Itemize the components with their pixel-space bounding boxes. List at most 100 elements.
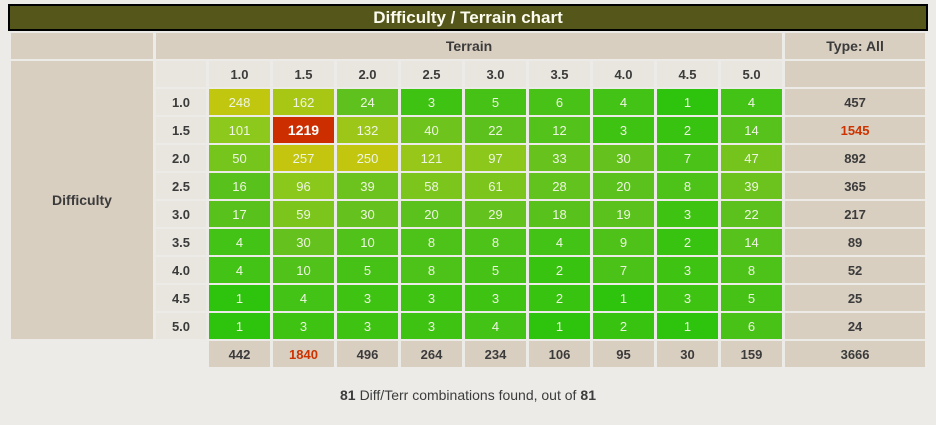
dt-cell-4.5-3.0: 3	[465, 285, 526, 311]
dt-cell-3.0-3.5: 18	[529, 201, 590, 227]
dt-cell-3.5-1.5: 30	[273, 229, 334, 255]
dt-cell-2.5-2.0: 39	[337, 173, 398, 199]
dt-cell-5.0-3.5: 1	[529, 313, 590, 339]
chart-title-bar: Difficulty / Terrain chart	[8, 4, 928, 31]
dt-cell-3.0-2.5: 20	[401, 201, 462, 227]
dt-cell-4.5-5.0: 5	[721, 285, 783, 311]
row-total-4.0: 52	[785, 257, 926, 283]
dt-cell-2.5-1.5: 96	[273, 173, 334, 199]
row-total-1.0: 457	[785, 89, 926, 115]
dt-cell-5.0-2.0: 3	[337, 313, 398, 339]
dt-cell-5.0-5.0: 6	[721, 313, 783, 339]
column-totals-row: 442 1840 496 264 234 106 95 30 159 3666	[11, 341, 926, 367]
dt-cell-2.0-3.5: 33	[529, 145, 590, 171]
dt-cell-3.5-1.0: 4	[209, 229, 270, 255]
combinations-summary: 81 Diff/Terr combinations found, out of 81	[8, 387, 928, 403]
row-total-3.0: 217	[785, 201, 926, 227]
data-row-2.5: 2.5 16 96 39 58 61 28 20 8 39 365	[11, 173, 926, 199]
dt-cell-3.5-3.5: 4	[529, 229, 590, 255]
dt-cell-3.0-4.0: 19	[593, 201, 654, 227]
terrain-header-1.0: 1.0	[209, 61, 270, 87]
possible-count: 81	[580, 387, 596, 403]
dt-cell-2.5-5.0: 39	[721, 173, 783, 199]
dt-cell-4.5-1.0: 1	[209, 285, 270, 311]
type-filter-label: Type: All	[785, 33, 926, 59]
row-total-header-cell	[785, 61, 926, 87]
dt-cell-1.5-3.0: 22	[465, 117, 526, 143]
difficulty-label-3.0: 3.0	[156, 201, 206, 227]
dt-cell-3.0-1.0: 17	[209, 201, 270, 227]
dt-cell-4.5-3.5: 2	[529, 285, 590, 311]
dt-cell-3.5-3.0: 8	[465, 229, 526, 255]
dt-cell-3.5-4.0: 9	[593, 229, 654, 255]
dt-cell-3.5-4.5: 2	[657, 229, 718, 255]
data-row-1.0: 1.0 248 162 24 3 5 6 4 1 4 457	[11, 89, 926, 115]
dt-cell-1.0-3.5: 6	[529, 89, 590, 115]
dt-cell-5.0-2.5: 3	[401, 313, 462, 339]
dt-cell-1.0-5.0: 4	[721, 89, 783, 115]
grand-total: 3666	[785, 341, 926, 367]
dt-cell-4.5-4.0: 1	[593, 285, 654, 311]
row-total-2.0: 892	[785, 145, 926, 171]
dt-cell-3.0-2.0: 30	[337, 201, 398, 227]
data-row-2.0: 2.0 50 257 250 121 97 33 30 7 47 892	[11, 145, 926, 171]
dt-cell-2.5-3.0: 61	[465, 173, 526, 199]
dt-cell-4.0-3.0: 5	[465, 257, 526, 283]
dt-cell-3.0-5.0: 22	[721, 201, 783, 227]
col-total-5.0: 159	[721, 341, 783, 367]
summary-text: Diff/Terr combinations found, out of	[359, 387, 577, 403]
dt-cell-1.5-4.0: 3	[593, 117, 654, 143]
data-row-4.0: 4.0 4 10 5 8 5 2 7 3 8 52	[11, 257, 926, 283]
dt-cell-4.0-1.0: 4	[209, 257, 270, 283]
dt-cell-2.0-4.5: 7	[657, 145, 718, 171]
totals-row-left-spacer	[11, 341, 153, 367]
terrain-axis-label: Terrain	[156, 33, 783, 59]
dt-cell-1.0-1.5: 162	[273, 89, 334, 115]
dt-cell-1.0-2.5: 3	[401, 89, 462, 115]
dt-cell-1.0-2.0: 24	[337, 89, 398, 115]
data-row-5.0: 5.0 1 3 3 3 4 1 2 1 6 24	[11, 313, 926, 339]
dt-cell-4.0-5.0: 8	[721, 257, 783, 283]
row-label-header-cell	[156, 61, 206, 87]
dt-cell-3.0-4.5: 3	[657, 201, 718, 227]
found-count: 81	[339, 387, 356, 403]
dt-cell-1.5-2.0: 132	[337, 117, 398, 143]
dt-cell-4.5-1.5: 4	[273, 285, 334, 311]
dt-cell-2.5-3.5: 28	[529, 173, 590, 199]
dt-cell-1.5-3.5: 12	[529, 117, 590, 143]
dt-cell-2.0-2.5: 121	[401, 145, 462, 171]
terrain-header-4.5: 4.5	[657, 61, 718, 87]
difficulty-label-5.0: 5.0	[156, 313, 206, 339]
totals-row-label-spacer	[156, 341, 206, 367]
col-total-2.5: 264	[401, 341, 462, 367]
dt-cell-1.5-2.5: 40	[401, 117, 462, 143]
dt-cell-1.5-1.0: 101	[209, 117, 270, 143]
dt-cell-1.0-3.0: 5	[465, 89, 526, 115]
dt-cell-2.0-1.5: 257	[273, 145, 334, 171]
corner-cell	[11, 33, 153, 59]
dt-cell-4.0-4.0: 7	[593, 257, 654, 283]
dt-cell-1.0-4.0: 4	[593, 89, 654, 115]
terrain-header-4.0: 4.0	[593, 61, 654, 87]
col-total-1.0: 442	[209, 341, 270, 367]
dt-cell-4.0-2.0: 5	[337, 257, 398, 283]
dt-cell-1.5-4.5: 2	[657, 117, 718, 143]
dt-cell-4.0-4.5: 3	[657, 257, 718, 283]
dt-cell-4.0-3.5: 2	[529, 257, 590, 283]
difficulty-label-4.5: 4.5	[156, 285, 206, 311]
col-total-2.0: 496	[337, 341, 398, 367]
data-row-3.0: 3.0 17 59 30 20 29 18 19 3 22 217	[11, 201, 926, 227]
dt-cell-4.5-2.0: 3	[337, 285, 398, 311]
col-total-4.0: 95	[593, 341, 654, 367]
terrain-header-2.0: 2.0	[337, 61, 398, 87]
difficulty-terrain-table: Terrain Type: All Difficulty 1.0 1.5 2.0 2.…	[8, 31, 928, 369]
dt-table-body: Terrain Type: All Difficulty 1.0 1.5 2.0 2.…	[11, 33, 926, 367]
dt-cell-2.0-4.0: 30	[593, 145, 654, 171]
row-total-4.5: 25	[785, 285, 926, 311]
dt-cell-3.5-2.5: 8	[401, 229, 462, 255]
dt-cell-2.5-2.5: 58	[401, 173, 462, 199]
dt-cell-1.0-1.0: 248	[209, 89, 270, 115]
difficulty-label-2.0: 2.0	[156, 145, 206, 171]
terrain-header-3.5: 3.5	[529, 61, 590, 87]
col-total-4.5: 30	[657, 341, 718, 367]
